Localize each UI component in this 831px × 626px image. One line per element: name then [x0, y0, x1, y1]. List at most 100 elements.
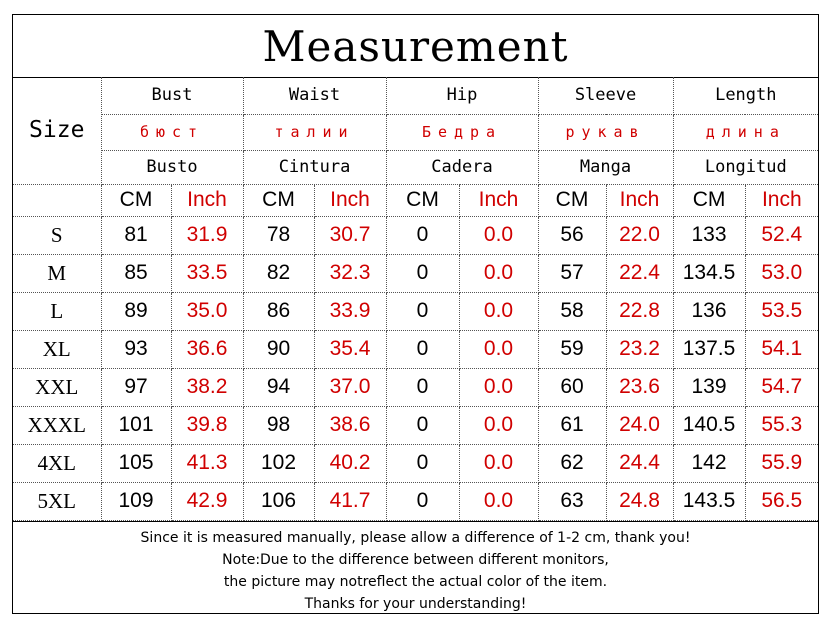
size-row: XL 93 36.6 90 35.4 0 0.0 59 23.2 137.5 54.1: [13, 329, 819, 369]
header-row-en: Size Bust Waist Hip Sleeve Length: [13, 77, 819, 185]
note-line: Since it is measured manually, please al…: [140, 530, 691, 546]
value-inch: 35.0: [170, 291, 244, 331]
value-inch: 24.0: [605, 405, 674, 445]
value-cm: 62: [537, 443, 607, 483]
column-header-es: Manga: [537, 149, 674, 185]
value-cm: 86: [242, 291, 315, 331]
unit-cm-label: CM: [100, 183, 172, 217]
measurement-table: Size Bust Waist Hip Sleeve Length бюст т…: [13, 77, 819, 521]
value-cm: 59: [537, 329, 607, 369]
value-inch: 0.0: [458, 329, 539, 369]
column-header-ru: Бедра: [385, 113, 539, 151]
value-inch: 33.5: [170, 253, 244, 293]
column-header-ru: рукав: [537, 113, 674, 151]
value-cm: 109: [100, 481, 172, 521]
value-inch: 0.0: [458, 443, 539, 483]
column-header-ru: длина: [672, 113, 819, 151]
notes-section: Since it is measured manually, please al…: [13, 521, 818, 615]
size-row: M 85 33.5 82 32.3 0 0.0 57 22.4 134.5 53.0: [13, 253, 819, 293]
column-header-es: Cintura: [242, 149, 387, 185]
size-cell: XXXL: [13, 405, 102, 445]
unit-cm-label: CM: [537, 183, 607, 217]
size-chart: Measurement Size Bust Waist Hip Sleeve L…: [12, 14, 819, 614]
value-cm: 94: [242, 367, 315, 407]
size-cell: 5XL: [13, 481, 102, 521]
value-inch: 24.8: [605, 481, 674, 521]
value-cm: 81: [100, 215, 172, 255]
value-inch: 30.7: [313, 215, 387, 255]
value-inch: 22.4: [605, 253, 674, 293]
value-cm: 133: [672, 215, 746, 255]
value-cm: 137.5: [672, 329, 746, 369]
value-cm: 134.5: [672, 253, 746, 293]
column-header-ru: бюст: [101, 113, 244, 151]
unit-inch-label: Inch: [605, 183, 674, 217]
value-cm: 143.5: [672, 481, 746, 521]
value-cm: 90: [242, 329, 315, 369]
size-row: 5XL 109 42.9 106 41.7 0 0.0 63 24.8 143.5 56.5: [13, 481, 819, 521]
value-inch: 55.3: [744, 405, 819, 445]
value-inch: 0.0: [458, 367, 539, 407]
value-cm: 61: [537, 405, 607, 445]
column-header-es: Longitud: [672, 149, 819, 185]
value-inch: 37.0: [313, 367, 387, 407]
value-cm: 0: [385, 329, 460, 369]
value-cm: 57: [537, 253, 607, 293]
value-cm: 60: [537, 367, 607, 407]
value-inch: 36.6: [170, 329, 244, 369]
size-cell: XXL: [13, 367, 102, 407]
value-cm: 97: [100, 367, 172, 407]
value-inch: 22.0: [605, 215, 674, 255]
unit-inch-label: Inch: [170, 183, 244, 217]
value-cm: 142: [672, 443, 746, 483]
value-inch: 38.2: [170, 367, 244, 407]
value-cm: 98: [242, 405, 315, 445]
value-cm: 105: [100, 443, 172, 483]
value-cm: 93: [100, 329, 172, 369]
value-inch: 41.3: [170, 443, 244, 483]
unit-cm-label: CM: [242, 183, 315, 217]
value-inch: 39.8: [170, 405, 244, 445]
value-inch: 56.5: [744, 481, 819, 521]
size-row: XXL 97 38.2 94 37.0 0 0.0 60 23.6 139 54.7: [13, 367, 819, 407]
value-inch: 53.0: [744, 253, 819, 293]
size-row: S 81 31.9 78 30.7 0 0.0 56 22.0 133 52.4: [13, 215, 819, 255]
value-cm: 56: [537, 215, 607, 255]
value-cm: 106: [242, 481, 315, 521]
value-cm: 58: [537, 291, 607, 331]
unit-inch-label: Inch: [458, 183, 539, 217]
value-inch: 42.9: [170, 481, 244, 521]
units-blank-cell: [13, 183, 102, 217]
value-cm: 0: [385, 253, 460, 293]
unit-cm-label: CM: [672, 183, 746, 217]
unit-cm-label: CM: [385, 183, 460, 217]
column-header-es: Cadera: [385, 149, 539, 185]
size-cell: S: [13, 215, 102, 255]
value-inch: 23.6: [605, 367, 674, 407]
value-cm: 89: [100, 291, 172, 331]
value-inch: 31.9: [170, 215, 244, 255]
column-header-en: Sleeve: [537, 77, 674, 115]
value-inch: 38.6: [313, 405, 387, 445]
value-inch: 35.4: [313, 329, 387, 369]
value-inch: 0.0: [458, 215, 539, 255]
column-header-en: Bust: [100, 77, 244, 115]
value-inch: 24.4: [605, 443, 674, 483]
value-inch: 53.5: [744, 291, 819, 331]
size-row: XXXL 101 39.8 98 38.6 0 0.0 61 24.0 140.5 55.3: [13, 405, 819, 445]
size-row: 4XL 105 41.3 102 40.2 0 0.0 62 24.4 142 55.9: [13, 443, 819, 483]
note-line: the picture may notreflect the actual co…: [223, 574, 608, 590]
column-header-ru: талии: [242, 113, 387, 151]
value-inch: 23.2: [605, 329, 674, 369]
value-cm: 0: [385, 215, 460, 255]
column-header-en: Length: [672, 77, 819, 115]
value-inch: 32.3: [313, 253, 387, 293]
size-cell: L: [13, 291, 102, 331]
value-cm: 63: [537, 481, 607, 521]
size-cell: 4XL: [13, 443, 102, 483]
note-line: Note:Due to the difference between diffe…: [222, 552, 609, 568]
value-inch: 41.7: [313, 481, 387, 521]
value-inch: 22.8: [605, 291, 674, 331]
value-cm: 101: [100, 405, 172, 445]
unit-inch-label: Inch: [313, 183, 387, 217]
